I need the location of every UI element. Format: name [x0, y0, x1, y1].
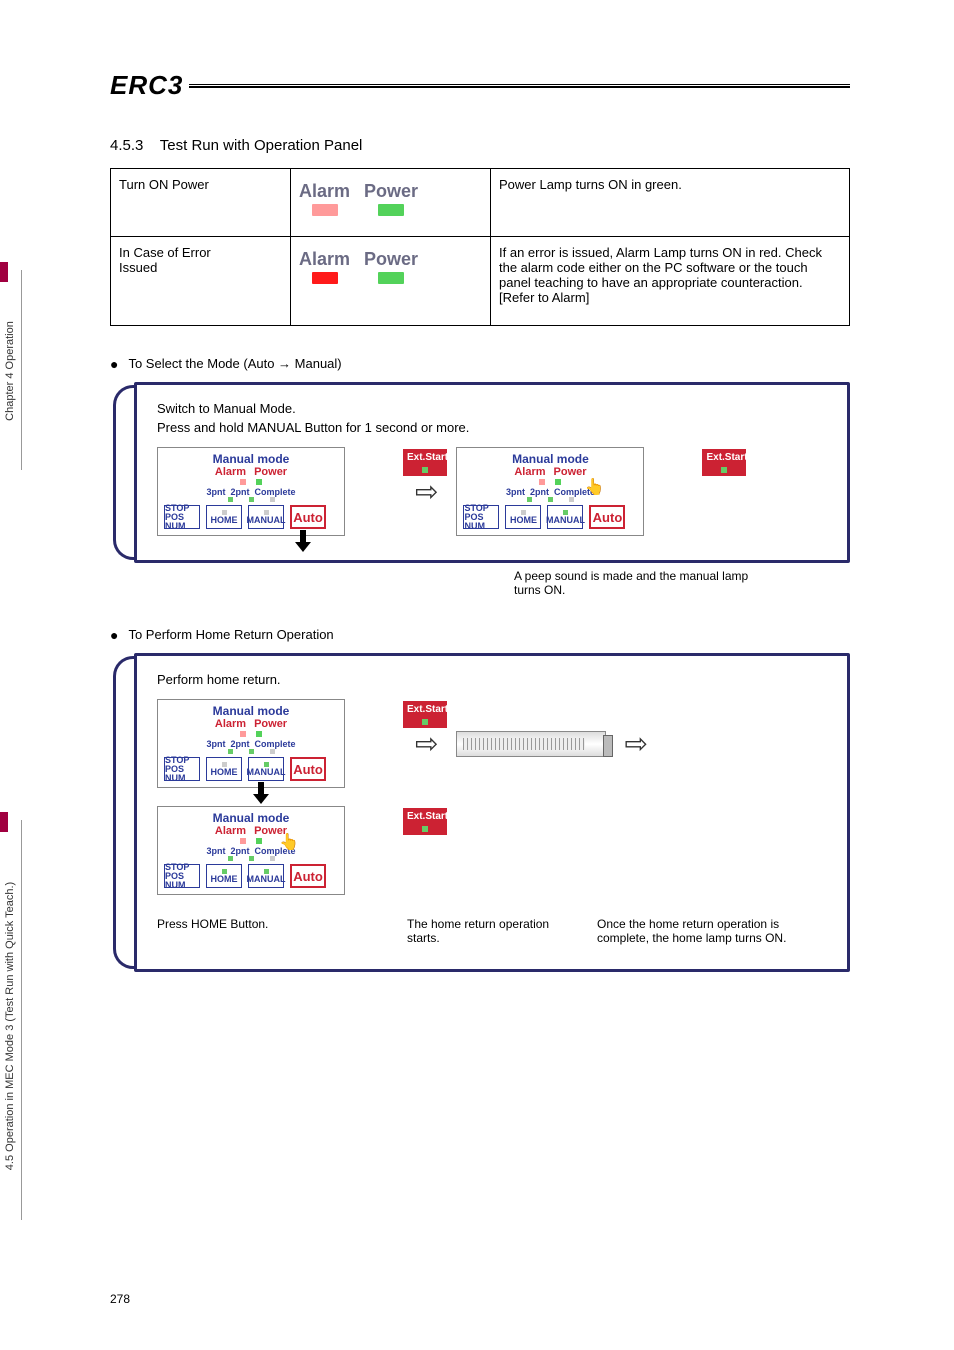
flow-text: Press and hold MANUAL Button for 1 secon… [157, 420, 827, 435]
section-heading: Test Run with Operation Panel [160, 137, 363, 154]
bullet-mode-select: ● To Select the Mode (Auto → Manual) [110, 356, 850, 372]
panel-after: Manual modeAlarmPower3pnt2pntCompleteSTO… [157, 806, 397, 895]
table-row: Turn ON Power Alarm Power Power Lamp tur… [111, 169, 850, 237]
flow-row: Manual modeAlarmPower3pnt2pntCompleteSTO… [157, 699, 827, 895]
flow-bracket [113, 656, 137, 969]
flow-row: Manual modeAlarmPower3pnt2pntCompleteSTO… [157, 447, 827, 536]
ext-start-badge: Ext.Start [403, 701, 447, 728]
manual-button[interactable]: MANUAL [248, 505, 284, 529]
arrow-right-icon: ⇨ [415, 727, 438, 760]
manual-button[interactable]: MANUAL [248, 757, 284, 781]
stop-posnum-button[interactable]: STOPPOS NUM [164, 864, 200, 888]
arrow-right-icon: ⇨ [624, 727, 647, 760]
panel-before: Manual modeAlarmPower3pnt2pntCompleteSTO… [157, 447, 397, 536]
home-button[interactable]: HOME [206, 864, 242, 888]
home-button[interactable]: HOME [206, 757, 242, 781]
power-label: Power [364, 181, 418, 202]
caption-done: Once the home return operation is comple… [597, 917, 817, 945]
flow-home-return: Perform home return. Manual modeAlarmPow… [134, 653, 850, 972]
page-number: 278 [110, 1292, 130, 1306]
side-label-chapter: Chapter 4 Operation [4, 321, 16, 421]
logo-text: ERC3 [110, 70, 183, 101]
bullet-text: To Select the Mode (Auto → Manual) [128, 356, 341, 372]
manual-button[interactable]: MANUAL [248, 864, 284, 888]
operation-panel: Manual modeAlarmPower3pnt2pntCompleteSTO… [157, 806, 345, 895]
alarm-led [312, 272, 338, 284]
side-marker [0, 262, 8, 282]
flow-bracket [113, 385, 137, 560]
ext-start-badge: Ext.Start [403, 449, 447, 476]
caption-press: Press HOME Button. [157, 917, 387, 945]
row-lamp: Alarm Power [291, 237, 491, 326]
home-button[interactable]: HOME [206, 505, 242, 529]
power-state-table: Turn ON Power Alarm Power Power Lamp tur… [110, 168, 850, 326]
actuator-graphic [456, 731, 606, 757]
stop-posnum-button[interactable]: STOPPOS NUM [164, 505, 200, 529]
home-button[interactable]: HOME [505, 505, 541, 529]
power-label: Power [364, 249, 418, 270]
operation-panel: Manual modeAlarmPower3pnt2pntCompleteSTO… [157, 699, 345, 788]
stop-posnum-button[interactable]: STOPPOS NUM [164, 757, 200, 781]
auto-button[interactable]: Auto [290, 864, 326, 888]
press-arrow-icon [295, 530, 311, 556]
stop-posnum-button[interactable]: STOPPOS NUM [463, 505, 499, 529]
alarm-led [312, 204, 338, 216]
caption-running: The home return operation starts. [407, 917, 577, 945]
hand-icon: 👆 [279, 832, 299, 852]
logo-row: ERC3 [110, 70, 850, 101]
auto-button[interactable]: Auto [290, 505, 326, 529]
table-row: In Case of Error Issued Alarm Power If a… [111, 237, 850, 326]
row-desc: Power Lamp turns ON in green. [491, 169, 850, 237]
ext-led [721, 467, 727, 473]
alarm-label: Alarm [299, 181, 350, 202]
auto-button[interactable]: Auto [589, 505, 625, 529]
side-tab-chapter: Chapter 4 Operation [0, 270, 22, 470]
flow-caption: A peep sound is made and the manual lamp… [514, 569, 774, 597]
manual-button[interactable]: MANUAL [547, 505, 583, 529]
hand-icon: 👆 [584, 477, 604, 497]
side-label-section: 4.5 Operation in MEC Mode 3 (Test Run wi… [4, 882, 16, 1170]
arrow-right-icon: ⇨ [415, 475, 438, 508]
panel-before: Manual modeAlarmPower3pnt2pntCompleteSTO… [157, 699, 397, 788]
alarm-power-indicator: Alarm Power [299, 177, 482, 216]
actuator-icon [456, 731, 606, 757]
flow-text: Switch to Manual Mode. [157, 401, 827, 416]
row-desc: If an error is issued, Alarm Lamp turns … [491, 237, 850, 326]
ext-led [422, 826, 428, 832]
flow-manual-mode: Switch to Manual Mode. Press and hold MA… [134, 382, 850, 563]
power-led [378, 204, 404, 216]
operation-panel: Manual modeAlarmPower3pnt2pntCompleteSTO… [157, 447, 345, 536]
power-led [378, 272, 404, 284]
press-arrow-icon [253, 782, 269, 808]
bullet-icon: ● [110, 627, 118, 643]
row-label: In Case of Error Issued [111, 237, 291, 326]
operation-panel: Manual modeAlarmPower3pnt2pntCompleteSTO… [456, 447, 644, 536]
bullet-icon: ● [110, 356, 118, 372]
alarm-power-indicator: Alarm Power [299, 245, 482, 284]
ext-led [422, 467, 428, 473]
ext-start-badge: Ext.Start [702, 449, 746, 476]
row-lamp: Alarm Power [291, 169, 491, 237]
side-tab-section: 4.5 Operation in MEC Mode 3 (Test Run wi… [0, 820, 22, 1220]
page-content: ERC3 4.5.3 Test Run with Operation Panel… [110, 70, 850, 972]
flow-text: Perform home return. [157, 672, 827, 687]
alarm-label: Alarm [299, 249, 350, 270]
section-number: 4.5.3 [110, 137, 143, 154]
logo-rule [189, 84, 850, 88]
auto-button[interactable]: Auto [290, 757, 326, 781]
side-marker [0, 812, 8, 832]
bullet-text: To Perform Home Return Operation [128, 627, 333, 643]
section-title: 4.5.3 Test Run with Operation Panel [110, 137, 850, 154]
row-label: Turn ON Power [111, 169, 291, 237]
ext-start-badge: Ext.Start [403, 808, 447, 835]
panel-after: Manual modeAlarmPower3pnt2pntCompleteSTO… [456, 447, 696, 536]
ext-led [422, 719, 428, 725]
bullet-home-return: ● To Perform Home Return Operation [110, 627, 850, 643]
